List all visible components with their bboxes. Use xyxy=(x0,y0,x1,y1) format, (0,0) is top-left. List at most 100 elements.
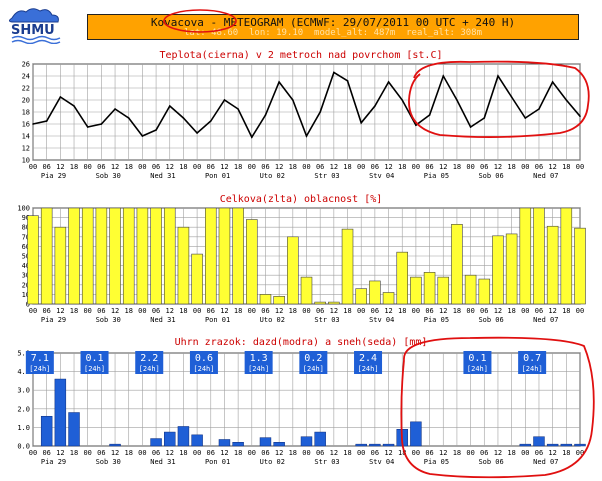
cloud-day-label: Pia 05 xyxy=(424,316,449,324)
temp-day-label: Ned 07 xyxy=(533,172,558,180)
temperature-point xyxy=(565,99,568,101)
precip-bar xyxy=(191,434,203,447)
cloud-hour-label: 06 xyxy=(207,307,215,315)
cloud-bar xyxy=(300,276,313,305)
cloud-hour-label: 12 xyxy=(384,307,392,315)
precip-day-label: Uto 02 xyxy=(260,458,285,466)
temp-day-label: Sob 06 xyxy=(478,172,503,180)
cloud-hour-label: 00 xyxy=(412,307,420,315)
temp-hour-label: 12 xyxy=(439,163,447,171)
cloud-bar xyxy=(273,296,285,305)
cloud-day-label: Pon 01 xyxy=(205,316,230,324)
daily-total-unit: [24h] xyxy=(357,365,378,373)
daily-total-unit: [24h] xyxy=(248,365,269,373)
cloud-bar xyxy=(546,225,559,305)
precip-bar xyxy=(109,443,121,447)
cloud-hour-label: 12 xyxy=(439,307,447,315)
precip-bar xyxy=(164,431,176,447)
cloud-bar xyxy=(68,207,80,305)
precip-day-label: Sob 06 xyxy=(478,458,503,466)
temp-ytick-label: 24 xyxy=(22,73,30,81)
temperature-point xyxy=(59,96,62,98)
cloud-hour-label: 06 xyxy=(261,307,269,315)
temp-hour-label: 18 xyxy=(562,163,570,171)
cloud-bar xyxy=(122,207,135,305)
precip-hour-label: 00 xyxy=(357,449,365,457)
temp-hour-label: 00 xyxy=(29,163,37,171)
temperature-point xyxy=(415,124,417,126)
daily-total-badge: 2.2[24h] xyxy=(135,351,164,374)
temp-hour-label: 00 xyxy=(466,163,474,171)
cloud-bar xyxy=(40,207,53,305)
temperature-point xyxy=(264,114,267,116)
precip-hour-label: 12 xyxy=(220,449,228,457)
cloud-bar xyxy=(574,227,586,305)
precip-hour-label: 18 xyxy=(234,449,242,457)
temp-hour-label: 06 xyxy=(207,163,215,171)
precip-bar xyxy=(560,443,573,447)
location-annotation-circle xyxy=(163,9,237,33)
temp-hour-label: 18 xyxy=(507,163,515,171)
cloud-ytick-label: 90 xyxy=(22,214,30,222)
temp-hour-label: 06 xyxy=(535,163,543,171)
temp-day-label: Uto 02 xyxy=(260,172,285,180)
daily-total-value: 2.2 xyxy=(140,353,158,364)
temperature-annotation-loop xyxy=(408,60,590,138)
precip-hour-label: 18 xyxy=(398,449,406,457)
cloud-bar xyxy=(246,219,258,305)
cloud-hour-label: 06 xyxy=(371,307,379,315)
precip-hour-label: 18 xyxy=(343,449,351,457)
cloud-hour-label: 00 xyxy=(357,307,365,315)
cloud-bar xyxy=(328,301,340,305)
cloud-hour-label: 00 xyxy=(302,307,310,315)
daily-total-badge-bg xyxy=(244,351,273,374)
temp-ytick-label: 10 xyxy=(22,157,30,165)
daily-total-badge-bg xyxy=(25,351,54,374)
precip-bar xyxy=(369,443,381,447)
temp-ytick-label: 14 xyxy=(22,133,30,141)
temperature-point xyxy=(442,75,445,77)
cloud-day-label: Sob 30 xyxy=(96,316,121,324)
precip-bar xyxy=(314,431,326,447)
temperature-point xyxy=(497,75,499,77)
cloud-bar xyxy=(259,294,272,305)
cloud-bar xyxy=(560,207,573,305)
cloud-bar xyxy=(136,207,149,305)
cloud-hour-label: 00 xyxy=(193,307,201,315)
temperature-title: Teplota(cierna) v 2 metroch nad povrchom… xyxy=(159,50,443,61)
temp-hour-label: 00 xyxy=(357,163,365,171)
temperature-point xyxy=(100,123,103,125)
logo-text: SHMU xyxy=(11,23,55,38)
daily-total-value: 0.2 xyxy=(304,353,322,364)
precip-hour-label: 00 xyxy=(466,449,474,457)
temperature-point xyxy=(86,126,89,128)
cloud-ytick-label: 70 xyxy=(22,233,30,241)
precip-bar xyxy=(519,443,532,447)
temp-hour-label: 00 xyxy=(193,163,201,171)
temp-day-label: Ned 31 xyxy=(150,172,175,180)
cloud-bar xyxy=(533,207,545,305)
temp-ytick-label: 12 xyxy=(22,145,30,153)
temp-hour-label: 18 xyxy=(125,163,133,171)
precip-hour-label: 18 xyxy=(453,449,461,457)
temperature-point xyxy=(305,135,308,137)
precip-ytick-label: 4.0 xyxy=(17,368,30,376)
precip-hour-label: 06 xyxy=(480,449,488,457)
temp-hour-label: 06 xyxy=(316,163,324,171)
daily-total-unit: [24h] xyxy=(467,365,488,373)
precip-ytick-label: 1.0 xyxy=(17,424,30,432)
precip-hour-label: 00 xyxy=(193,449,201,457)
precip-hour-label: 00 xyxy=(83,449,91,457)
daily-total-value: 0.1 xyxy=(468,353,486,364)
precip-day-label: Stv 04 xyxy=(369,458,394,466)
cloud-bar xyxy=(95,207,108,305)
daily-total-value: 0.7 xyxy=(523,353,541,364)
daily-total-unit: [24h] xyxy=(139,365,160,373)
cloud-hour-label: 18 xyxy=(507,307,515,315)
precip-bar xyxy=(300,436,313,447)
temperature-point xyxy=(319,111,321,113)
temperature-point xyxy=(45,120,48,122)
precip-hour-label: 06 xyxy=(425,449,433,457)
precip-hour-label: 12 xyxy=(330,449,338,457)
